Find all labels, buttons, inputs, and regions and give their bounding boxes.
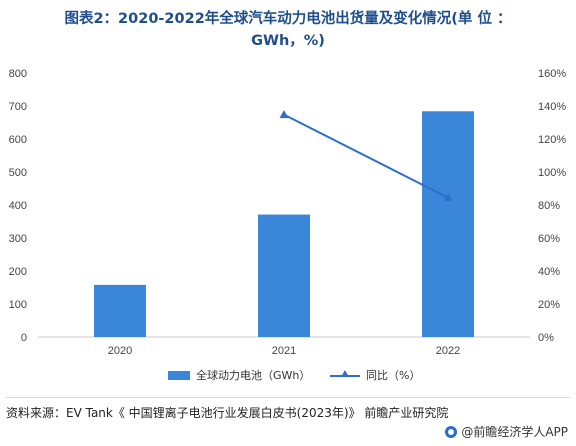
y-left-tick-label: 300 — [9, 233, 27, 245]
bar — [94, 284, 146, 337]
legend-item-bar: 全球动力电池（GWh） — [168, 367, 310, 383]
source-note: 资料来源：EV Tank《 中国锂离子电池行业发展白皮书(2023年)》 前瞻产… — [6, 406, 449, 420]
y-right-tick-label: 0% — [538, 332, 554, 344]
line-point — [279, 110, 289, 119]
x-tick-label: 2022 — [436, 345, 460, 357]
chart-title-line1: 图表2：2020-2022年全球汽车动力电池出货量及变化情况(单 位 ： — [64, 11, 512, 27]
y-right-tick-label: 120% — [538, 134, 566, 146]
y-left-tick-label: 100 — [9, 299, 27, 311]
legend-swatch-bar — [168, 370, 190, 380]
brand-label: @前瞻经济学人APP — [461, 425, 568, 439]
chart-axes: 0 100 200 300 400 500 600 700 800 0% 20% 40% 60% 80% 1… — [9, 68, 567, 344]
x-tick-label: 2020 — [108, 345, 132, 357]
y-right-tick-label: 20% — [538, 299, 560, 311]
y-left-tick-label: 600 — [9, 134, 27, 146]
line-point — [443, 193, 453, 202]
y-right-tick-label: 80% — [538, 200, 560, 212]
legend-label-bar: 全球动力电池（GWh） — [196, 369, 311, 382]
legend-label-line: 同比（%） — [366, 369, 421, 382]
chart-title: 图表2：2020-2022年全球汽车动力电池出货量及变化情况(单 位 ： GWh… — [0, 8, 576, 52]
y-right-tick-label: 40% — [538, 266, 560, 278]
line-path — [283, 113, 449, 199]
y-left-tick-label: 800 — [9, 68, 27, 80]
y-left-tick-label: 500 — [9, 167, 27, 179]
y-left-tick-label: 400 — [9, 200, 27, 212]
chart-title-line2: GWh，%) — [251, 33, 325, 49]
bar — [422, 111, 474, 337]
y-right-tick-label: 160% — [538, 68, 566, 80]
x-tick-label: 2021 — [272, 345, 296, 357]
bar-series — [94, 111, 474, 337]
bar — [258, 214, 310, 337]
brand: @前瞻经济学人APP — [445, 423, 568, 440]
legend-swatch-line — [330, 370, 360, 380]
y-left-tick-label: 700 — [9, 101, 27, 113]
y-right-tick-label: 60% — [538, 233, 560, 245]
line-series — [279, 110, 453, 202]
y-right-tick-label: 140% — [538, 101, 566, 113]
brand-logo-icon — [445, 425, 458, 438]
divider — [6, 397, 570, 398]
x-axis-ticks: 2020 2021 2022 — [108, 345, 460, 357]
y-right-tick-label: 100% — [538, 167, 566, 179]
y-left-tick-label: 200 — [9, 266, 27, 278]
legend-item-line: 同比（%） — [330, 367, 420, 383]
y-left-tick-label: 0 — [21, 332, 27, 344]
